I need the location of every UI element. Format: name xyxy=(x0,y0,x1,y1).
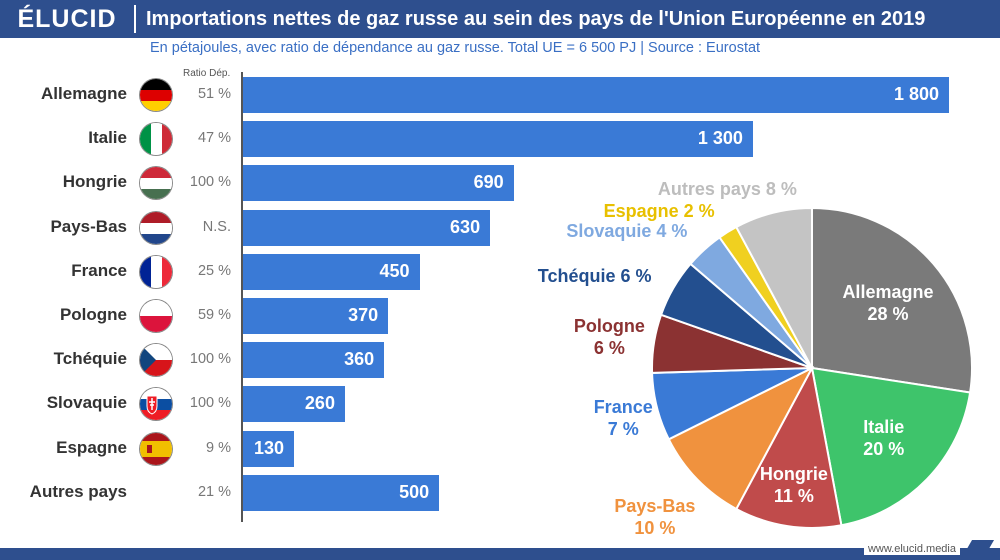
bar-value-label: 630 xyxy=(450,216,481,237)
dependency-ratio: 47 % xyxy=(197,130,231,147)
bar-value-label: 1 800 xyxy=(893,84,939,104)
hungary-flag-icon xyxy=(140,167,172,200)
germany-flag-icon xyxy=(140,79,172,111)
bar xyxy=(243,77,949,113)
bar xyxy=(243,298,389,334)
bar xyxy=(243,342,385,379)
bar-value-label: 130 xyxy=(253,437,284,458)
country-label: France xyxy=(71,260,127,280)
footer-url[interactable]: www.elucid.media xyxy=(863,543,960,555)
spain-flag-icon xyxy=(140,432,172,465)
bar xyxy=(243,386,345,423)
country-label: Allemagne xyxy=(41,84,127,103)
slovakia-flag-icon xyxy=(140,388,172,421)
country-label: Slovaquie xyxy=(46,393,127,413)
dependency-ratio: 25 % xyxy=(197,262,231,279)
elucid-logo: ÉLUCID xyxy=(0,0,134,38)
chart-subtitle: En pétajoules, avec ratio de dépendance … xyxy=(150,40,761,56)
chart-title: Importations nettes de gaz russe au sein… xyxy=(146,8,926,30)
country-label: Hongrie xyxy=(62,172,127,192)
bar xyxy=(243,474,440,511)
pie-slice xyxy=(810,366,972,527)
dependency-ratio: 59 % xyxy=(197,307,231,323)
bar-value-label: 360 xyxy=(344,349,375,370)
bar xyxy=(243,430,294,467)
footer-bar xyxy=(0,548,1000,560)
pie-slice xyxy=(734,206,813,369)
ratio-column-header: Ratio Dép. xyxy=(183,68,231,79)
bar xyxy=(243,121,753,158)
country-label: Pays-Bas xyxy=(50,216,127,236)
bar-axis-line xyxy=(241,72,243,522)
bar-value-label: 450 xyxy=(379,260,410,281)
poland-flag-icon xyxy=(140,300,172,332)
bar-value-label: 1 300 xyxy=(697,128,743,149)
bar-value-label: 370 xyxy=(348,305,379,325)
dependency-ratio: 100 % xyxy=(189,395,231,412)
netherlands-flag-icon xyxy=(140,211,172,244)
dependency-ratio: N.S. xyxy=(202,218,231,235)
bar-value-label: 500 xyxy=(399,481,430,502)
country-label: Pologne xyxy=(59,305,127,324)
logo-divider xyxy=(134,5,136,33)
dependency-ratio: 9 % xyxy=(206,439,231,456)
bar-value-label: 690 xyxy=(473,172,504,193)
pie-slice xyxy=(667,365,815,511)
dependency-ratio: 51 % xyxy=(197,86,231,102)
bar xyxy=(243,165,514,202)
bar-value-label: 260 xyxy=(304,393,335,414)
bar xyxy=(243,209,491,246)
pie-slice xyxy=(734,365,843,529)
country-label: Tchéquie xyxy=(53,349,127,369)
header-bar xyxy=(0,0,1000,38)
dependency-ratio: 100 % xyxy=(189,174,231,191)
dependency-ratio: 100 % xyxy=(189,351,231,368)
czechia-flag-icon xyxy=(140,344,172,377)
country-label: Autres pays xyxy=(29,481,127,501)
italy-flag-icon xyxy=(140,123,172,156)
country-label: Italie xyxy=(88,128,127,148)
bar xyxy=(243,253,420,290)
country-label: Espagne xyxy=(56,437,127,457)
france-flag-icon xyxy=(140,255,172,288)
pie-slice xyxy=(811,206,973,394)
dependency-ratio: 21 % xyxy=(197,483,231,500)
